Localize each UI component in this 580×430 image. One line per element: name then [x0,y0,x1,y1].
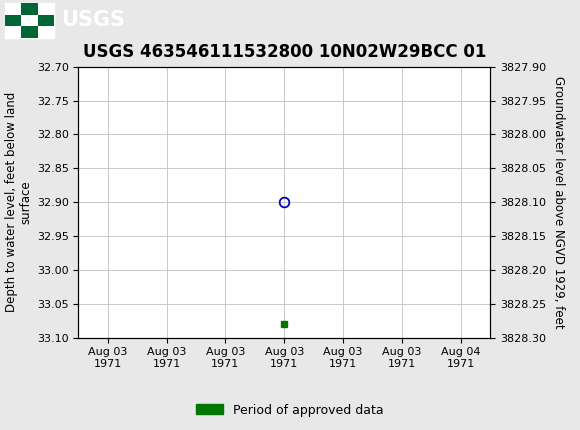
Y-axis label: Groundwater level above NGVD 1929, feet: Groundwater level above NGVD 1929, feet [552,76,564,329]
Bar [5,15,21,26]
Bar [5,26,21,37]
Bar [21,26,38,37]
Bar [38,15,54,26]
Bar [21,3,38,15]
Bar [5,3,21,15]
Bar [38,3,54,15]
Legend: Period of approved data: Period of approved data [191,399,389,421]
Y-axis label: Depth to water level, feet below land
surface: Depth to water level, feet below land su… [5,92,32,312]
Text: USGS: USGS [61,10,125,31]
Title: USGS 463546111532800 10N02W29BCC 01: USGS 463546111532800 10N02W29BCC 01 [82,43,486,61]
Bar [5,3,54,37]
Bar [21,15,38,26]
Bar [38,26,54,37]
